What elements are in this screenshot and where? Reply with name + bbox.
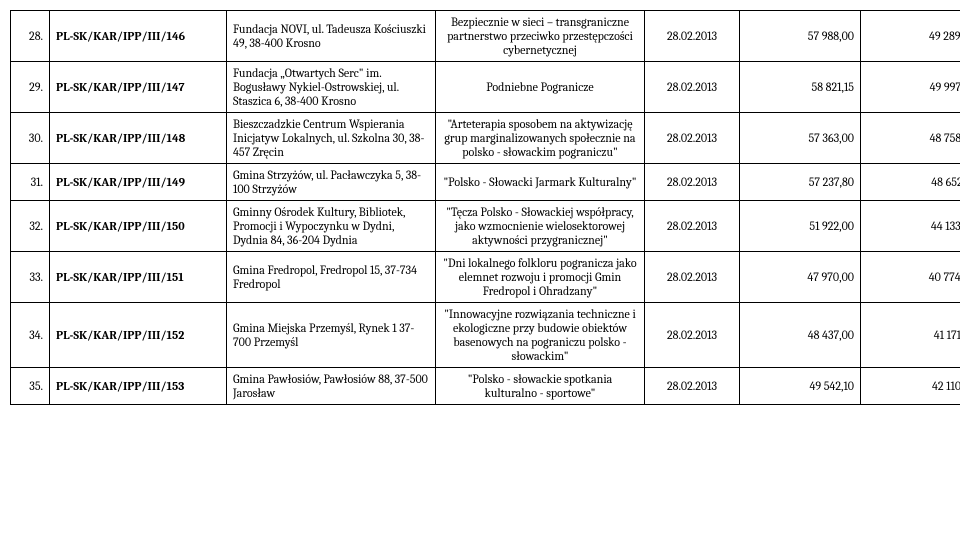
amount-2: 42 110,78 [861, 368, 960, 405]
amount-2: 48 758,55 [861, 113, 960, 164]
amount-1: 57 363,00 [740, 113, 861, 164]
table-row: 34.PL-SK/KAR/IPP/III/152Gmina Miejska Pr… [11, 303, 960, 368]
organization: Fundacja „Otwartych Serc" im. Bogusławy … [227, 62, 436, 113]
project-id: PL-SK/KAR/IPP/III/150 [50, 201, 227, 252]
project-title: "Arteterapia sposobem na aktywizację gru… [436, 113, 645, 164]
project-title: Bezpiecznie w sieci – transgraniczne par… [436, 11, 645, 62]
organization: Gminny Ośrodek Kultury, Bibliotek, Promo… [227, 201, 436, 252]
row-number: 28. [11, 11, 50, 62]
amount-2: 41 171,45 [861, 303, 960, 368]
amount-1: 57 237,80 [740, 164, 861, 201]
row-number: 32. [11, 201, 50, 252]
amount-1: 48 437,00 [740, 303, 861, 368]
amount-2: 49 997,98 [861, 62, 960, 113]
table-row: 32.PL-SK/KAR/IPP/III/150Gminny Ośrodek K… [11, 201, 960, 252]
table-row: 30.PL-SK/KAR/IPP/III/148Bieszczadzkie Ce… [11, 113, 960, 164]
row-number: 34. [11, 303, 50, 368]
project-title: "Dni lokalnego folkloru pogranicza jako … [436, 252, 645, 303]
amount-1: 57 988,00 [740, 11, 861, 62]
project-id: PL-SK/KAR/IPP/III/153 [50, 368, 227, 405]
project-id: PL-SK/KAR/IPP/III/151 [50, 252, 227, 303]
amount-1: 49 542,10 [740, 368, 861, 405]
project-title: "Innowacyjne rozwiązania techniczne i ek… [436, 303, 645, 368]
organization: Gmina Fredropol, Fredropol 15, 37-734 Fr… [227, 252, 436, 303]
date: 28.02.2013 [645, 201, 740, 252]
row-number: 33. [11, 252, 50, 303]
amount-1: 51 922,00 [740, 201, 861, 252]
row-number: 35. [11, 368, 50, 405]
organization: Fundacja NOVI, ul. Tadeusza Kościuszki 4… [227, 11, 436, 62]
date: 28.02.2013 [645, 11, 740, 62]
table-row: 33.PL-SK/KAR/IPP/III/151Gmina Fredropol,… [11, 252, 960, 303]
table-row: 28.PL-SK/KAR/IPP/III/146Fundacja NOVI, u… [11, 11, 960, 62]
project-id: PL-SK/KAR/IPP/III/152 [50, 303, 227, 368]
date: 28.02.2013 [645, 368, 740, 405]
data-table: 28.PL-SK/KAR/IPP/III/146Fundacja NOVI, u… [10, 10, 960, 405]
table-row: 31.PL-SK/KAR/IPP/III/149Gmina Strzyżów, … [11, 164, 960, 201]
date: 28.02.2013 [645, 164, 740, 201]
amount-2: 44 133,70 [861, 201, 960, 252]
amount-2: 40 774,50 [861, 252, 960, 303]
project-title: "Polsko - Słowacki Jarmark Kulturalny" [436, 164, 645, 201]
table-row: 35.PL-SK/KAR/IPP/III/153Gmina Pawłosiów,… [11, 368, 960, 405]
organization: Bieszczadzkie Centrum Wspierania Inicjat… [227, 113, 436, 164]
project-id: PL-SK/KAR/IPP/III/146 [50, 11, 227, 62]
date: 28.02.2013 [645, 252, 740, 303]
organization: Gmina Miejska Przemyśl, Rynek 1 37-700 P… [227, 303, 436, 368]
row-number: 31. [11, 164, 50, 201]
amount-1: 47 970,00 [740, 252, 861, 303]
project-title: Podniebne Pogranicze [436, 62, 645, 113]
project-id: PL-SK/KAR/IPP/III/149 [50, 164, 227, 201]
project-title: "Polsko - słowackie spotkania kulturalno… [436, 368, 645, 405]
row-number: 29. [11, 62, 50, 113]
organization: Gmina Strzyżów, ul. Pacławczyka 5, 38-10… [227, 164, 436, 201]
project-title: "Tęcza Polsko - Słowackiej współpracy, j… [436, 201, 645, 252]
table-row: 29.PL-SK/KAR/IPP/III/147Fundacja „Otwart… [11, 62, 960, 113]
amount-2: 48 652,13 [861, 164, 960, 201]
date: 28.02.2013 [645, 62, 740, 113]
amount-1: 58 821,15 [740, 62, 861, 113]
organization: Gmina Pawłosiów, Pawłosiów 88, 37-500 Ja… [227, 368, 436, 405]
date: 28.02.2013 [645, 303, 740, 368]
table-body: 28.PL-SK/KAR/IPP/III/146Fundacja NOVI, u… [11, 11, 960, 405]
project-id: PL-SK/KAR/IPP/III/147 [50, 62, 227, 113]
amount-2: 49 289,80 [861, 11, 960, 62]
row-number: 30. [11, 113, 50, 164]
project-id: PL-SK/KAR/IPP/III/148 [50, 113, 227, 164]
date: 28.02.2013 [645, 113, 740, 164]
